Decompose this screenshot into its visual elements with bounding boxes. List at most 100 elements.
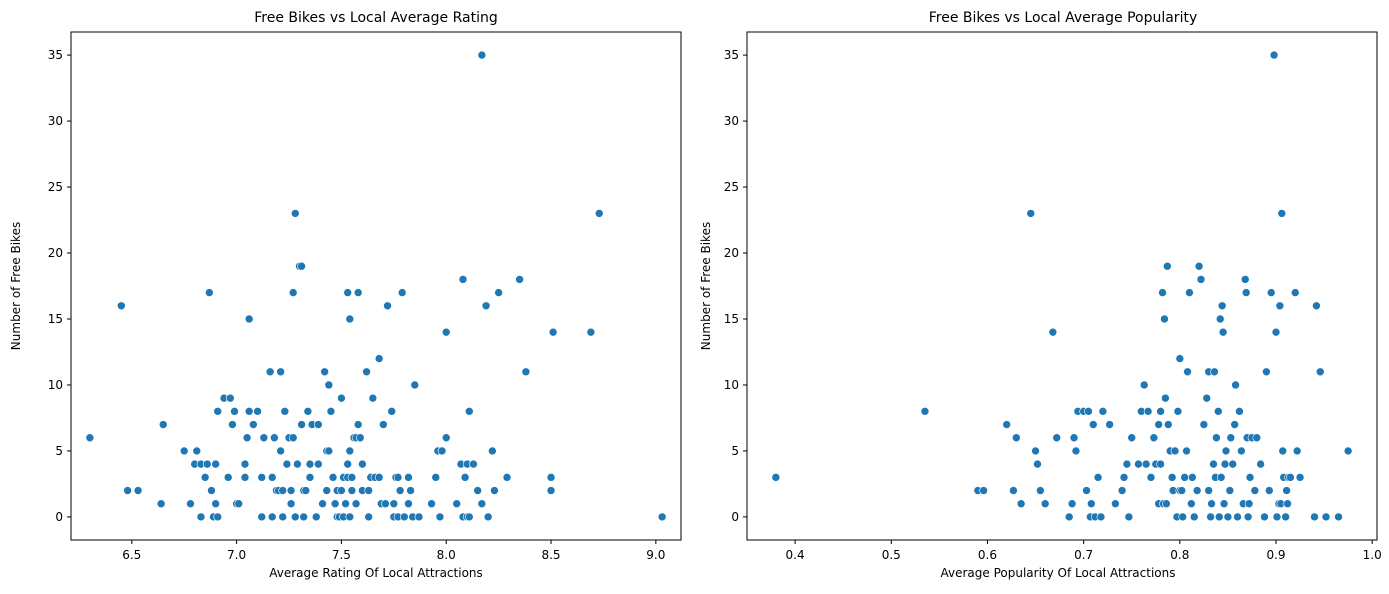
scatter-point [1221, 446, 1231, 456]
scatter-point [546, 486, 556, 495]
scatter-point [1334, 512, 1343, 522]
y-axis-label: Number of Free Bikes [699, 222, 713, 350]
scatter-point [314, 420, 323, 429]
scatter-point [393, 473, 403, 482]
y-tick-label: 20 [48, 246, 63, 260]
scatter-point [1214, 512, 1224, 522]
scatter-point [1105, 420, 1114, 429]
scatter-point [1040, 499, 1050, 509]
scatter-point [1117, 486, 1127, 495]
chart-title: Free Bikes vs Local Average Rating [254, 10, 497, 26]
scatter-point [282, 459, 292, 469]
scatter-point [186, 499, 195, 509]
scatter-point [1002, 420, 1011, 429]
x-tick-group: 6.5 7.0 7.5 8.0 8.5 9.0 [122, 540, 665, 562]
scatter-point [488, 446, 497, 456]
scatter-point [1262, 367, 1271, 377]
x-tick-label: 7.0 [227, 548, 246, 562]
scatter-point [211, 459, 220, 469]
scatter-point [353, 288, 363, 297]
scatter-point [1204, 486, 1213, 495]
x-tick-label: 0.5 [882, 548, 901, 562]
scatter-point [1231, 380, 1240, 390]
scatter-point [205, 288, 214, 297]
scatter-point [1093, 473, 1103, 482]
scatter-point [1173, 407, 1183, 416]
chart-title: Free Bikes vs Local Average Popularity [929, 10, 1197, 26]
x-tick-label: 8.5 [541, 548, 560, 562]
scatter-point [345, 314, 355, 324]
scatter-point [1206, 512, 1215, 522]
scatter-point [1188, 473, 1197, 482]
scatter-point [1286, 473, 1295, 482]
scatter-point [1218, 327, 1228, 337]
scatter-point [1310, 512, 1319, 522]
scatter-point [303, 407, 313, 416]
scatter-point [1163, 261, 1172, 271]
scatter-point [546, 473, 556, 482]
scatter-point [404, 473, 413, 482]
scatter-point [311, 512, 321, 522]
scatter-point [267, 473, 277, 482]
scatter-point [1098, 407, 1108, 416]
scatter-point [1283, 499, 1292, 509]
x-tick-label: 0.8 [1170, 548, 1189, 562]
scatter-point [473, 486, 482, 495]
scatter-point [1154, 420, 1163, 429]
scatter-point [771, 473, 781, 482]
scatter-point [1237, 446, 1246, 456]
scatter-point [490, 486, 499, 495]
scatter-point [288, 288, 298, 297]
scatter-point [364, 486, 373, 495]
scatter-point [435, 512, 445, 522]
scatter-point [322, 486, 332, 495]
scatter-point [1082, 486, 1091, 495]
scatter-point [278, 512, 288, 522]
scatter-point [469, 459, 478, 469]
scatter-point [337, 393, 346, 403]
scatter-point [1213, 407, 1223, 416]
scatter-point [1281, 512, 1290, 522]
scatter-point [192, 446, 202, 456]
plot-frame [746, 31, 1378, 541]
scatter-point [117, 301, 126, 311]
scatter-point [1207, 499, 1216, 509]
scatter-point [979, 486, 988, 495]
y-tick-label: 35 [48, 48, 63, 62]
scatter-point [1048, 327, 1058, 337]
x-tick-label: 0.7 [1074, 548, 1093, 562]
scatter-point [297, 420, 306, 429]
scatter-point [276, 446, 285, 456]
scatter-point [288, 433, 298, 443]
scatter-point [1266, 288, 1276, 297]
scatter-point [1189, 512, 1199, 522]
scatter-point [270, 433, 279, 443]
scatter-point [324, 380, 334, 390]
y-axis-label: Number of Free Bikes [9, 222, 23, 350]
scatter-point [207, 486, 216, 495]
scatter-point [1215, 314, 1225, 324]
scatter-point [240, 473, 250, 482]
scatter-point [1139, 380, 1149, 390]
scatter-point [286, 499, 296, 509]
scatter-point [353, 420, 363, 429]
scatter-point [1096, 512, 1106, 522]
scatter-point [305, 459, 315, 469]
scatter-point [1111, 499, 1120, 509]
scatter-point [483, 512, 493, 522]
scatter-point [290, 512, 300, 522]
scatter-point [320, 367, 329, 377]
scatter-point [477, 499, 487, 509]
scatter-point [1064, 512, 1074, 522]
scatter-point [1282, 486, 1291, 495]
scatter-point [1161, 393, 1170, 403]
scatter-point [158, 420, 168, 429]
scatter-point [234, 499, 243, 509]
scatter-point [521, 367, 531, 377]
x-tick-label: 0.9 [1266, 548, 1285, 562]
scatter-point [244, 314, 254, 324]
x-tick-label: 7.5 [332, 548, 351, 562]
scatter-point [200, 473, 210, 482]
